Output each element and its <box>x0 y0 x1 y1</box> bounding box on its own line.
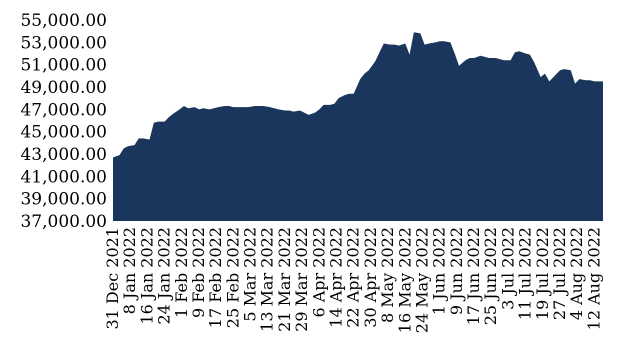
x-tick-label: 12 Aug 2022 <box>584 227 603 330</box>
y-tick-label: 39,000.00 <box>20 190 107 210</box>
x-tick-label: 16 Jan 2022 <box>137 227 156 325</box>
x-tick-label: 17 Jun 2022 <box>464 227 483 325</box>
y-tick-label: 41,000.00 <box>20 167 107 187</box>
x-tick-label: 13 Mar 2022 <box>258 227 277 332</box>
x-tick-label: 3 Jul 2022 <box>498 227 517 310</box>
x-tick-label: 27 Jul 2022 <box>550 227 569 320</box>
x-tick-label: 19 Jul 2022 <box>533 227 552 320</box>
x-tick-label: 29 Mar 2022 <box>292 227 311 332</box>
x-tick-label: 9 Feb 2022 <box>189 227 208 318</box>
y-tick-label: 37,000.00 <box>20 212 107 232</box>
x-tick-label: 14 Apr 2022 <box>327 227 346 328</box>
x-tick-label: 5 Mar 2022 <box>241 227 260 322</box>
y-tick-label: 43,000.00 <box>20 145 107 165</box>
y-tick-label: 49,000.00 <box>20 78 107 98</box>
x-tick-label: 25 Feb 2022 <box>223 227 242 328</box>
y-tick-label: 53,000.00 <box>20 33 107 53</box>
x-tick-label: 6 Apr 2022 <box>309 227 328 318</box>
y-tick-label: 55,000.00 <box>20 11 107 31</box>
x-tick-label: 25 Jun 2022 <box>481 227 500 325</box>
x-tick-label: 8 May 2022 <box>378 227 397 323</box>
x-tick-label: 22 Apr 2022 <box>344 227 363 328</box>
y-tick-label: 51,000.00 <box>20 56 107 76</box>
y-tick-label: 47,000.00 <box>20 100 107 120</box>
x-tick-label: 24 Jan 2022 <box>155 227 174 325</box>
x-tick-label: 1 Feb 2022 <box>172 227 191 318</box>
x-tick-label: 1 Jun 2022 <box>430 227 449 315</box>
area-series <box>113 32 603 221</box>
y-tick-label: 45,000.00 <box>20 123 107 143</box>
x-tick-label: 9 Jun 2022 <box>447 227 466 315</box>
x-tick-label: 11 Jul 2022 <box>516 227 535 320</box>
x-tick-label: 4 Aug 2022 <box>567 227 586 320</box>
x-tick-label: 31 Dec 2021 <box>103 227 122 330</box>
x-tick-label: 16 May 2022 <box>395 227 414 333</box>
x-tick-label: 8 Jan 2022 <box>120 227 139 314</box>
x-tick-label: 24 May 2022 <box>413 227 432 333</box>
x-tick-label: 17 Feb 2022 <box>206 227 225 328</box>
x-tick-label: 30 Apr 2022 <box>361 227 380 328</box>
x-tick-label: 21 Mar 2022 <box>275 227 294 332</box>
